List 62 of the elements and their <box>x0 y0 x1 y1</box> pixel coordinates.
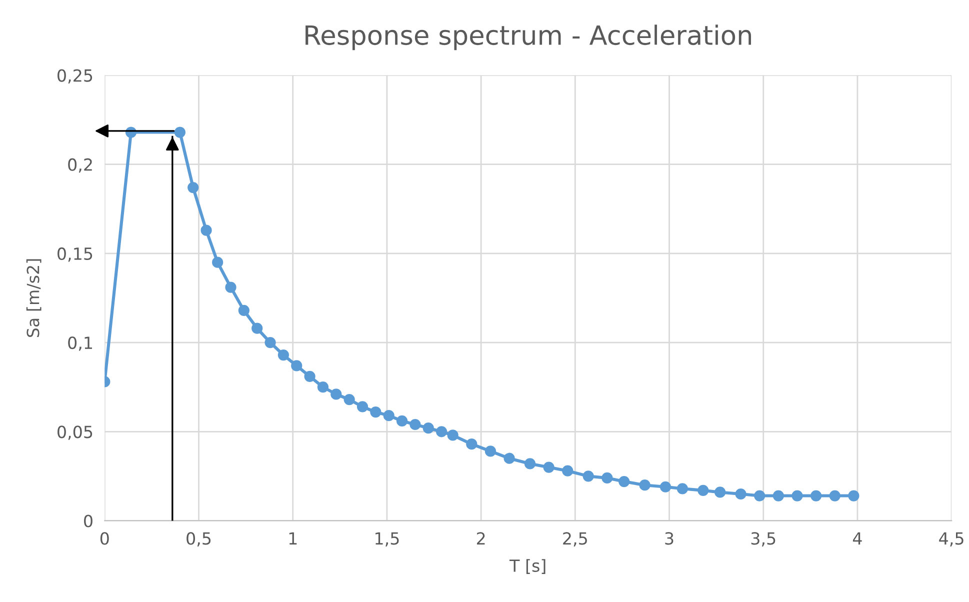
point <box>304 370 316 382</box>
point <box>396 415 408 426</box>
point <box>698 484 709 496</box>
point <box>714 486 726 498</box>
point <box>484 446 496 457</box>
x-tick-label: 1,5 <box>376 532 399 546</box>
point <box>848 490 860 502</box>
point <box>735 488 746 500</box>
point <box>772 490 784 502</box>
point <box>188 182 199 194</box>
x-tick-label: 4 <box>852 532 862 545</box>
point <box>174 126 186 138</box>
point <box>422 422 434 434</box>
point <box>810 490 822 502</box>
point <box>238 304 250 316</box>
y-tick-label: 0,25 <box>58 69 92 84</box>
point <box>291 360 302 372</box>
point <box>524 458 536 470</box>
y-tick-label: 0,1 <box>68 336 92 351</box>
point <box>330 388 342 400</box>
point <box>602 472 613 484</box>
chart-title: Response spectrum - Acceleration <box>306 24 751 50</box>
point <box>676 483 688 494</box>
point <box>618 476 630 488</box>
point <box>200 224 212 236</box>
point <box>383 410 394 422</box>
x-tick-label: 2 <box>476 532 485 545</box>
y-axis-title: Sa [m/s2] <box>26 259 42 338</box>
x-tick-label: 3 <box>665 532 674 545</box>
point <box>829 490 840 502</box>
point <box>436 426 448 438</box>
point <box>278 349 289 361</box>
point <box>356 401 368 412</box>
x-tick-label: 0,5 <box>186 532 211 546</box>
y-tick-label: 0,15 <box>58 247 92 262</box>
x-tick-label: 2,5 <box>563 532 587 546</box>
y-tick-label: 0,05 <box>58 426 92 440</box>
point <box>543 462 554 473</box>
x-tick-label: 3,5 <box>751 532 776 546</box>
point <box>212 256 224 268</box>
y-tick-label: 0 <box>84 514 92 528</box>
point <box>639 480 650 491</box>
point <box>410 418 421 430</box>
point <box>582 470 594 482</box>
point <box>754 490 766 502</box>
point <box>344 394 355 406</box>
x-tick-label: 0 <box>100 532 109 545</box>
point <box>504 452 515 464</box>
point <box>252 322 263 334</box>
x-axis-title: T [s] <box>509 559 546 574</box>
point <box>660 481 672 492</box>
point <box>562 465 574 476</box>
point <box>466 438 478 450</box>
point <box>370 406 382 418</box>
point <box>447 430 458 441</box>
point <box>317 382 329 393</box>
x-tick-label: 4,5 <box>939 532 964 546</box>
point <box>225 282 236 293</box>
point <box>792 490 803 502</box>
point <box>264 336 276 348</box>
y-tick-label: 0,2 <box>68 158 92 173</box>
x-tick-label: 1 <box>289 532 297 545</box>
